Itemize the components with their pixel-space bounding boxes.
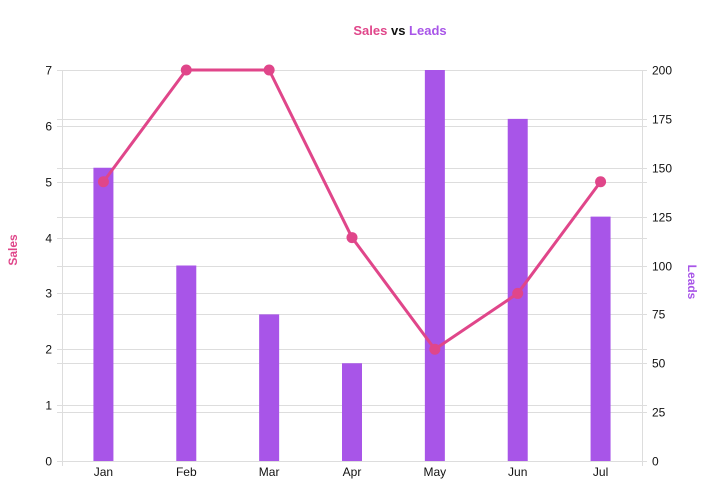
axes: 0 1 2 3 4 5 6 7 0 25 50 75 100 125 150 175 200 Jan Feb Mar A… [45, 64, 672, 480]
chart-title-vs: vs [387, 23, 409, 38]
y-right-tick-label: 175 [652, 113, 672, 127]
sales-point [429, 343, 441, 355]
y-right-tick-label: 25 [652, 406, 666, 420]
x-tick-label: Jun [508, 465, 527, 479]
chart-title: Sales vs Leads [353, 23, 446, 38]
y-right-tick-label: 75 [652, 308, 666, 322]
y-right-tick-label: 100 [652, 260, 672, 274]
leads-bar [590, 216, 611, 461]
grid [57, 70, 647, 466]
y-left-tick-label: 7 [45, 64, 52, 78]
y-left-tick-label: 4 [45, 232, 52, 246]
y-right-tick-label: 150 [652, 162, 672, 176]
sales-point [512, 287, 524, 299]
sales-point [180, 64, 192, 76]
chart-title-leads: Leads [409, 23, 447, 38]
y-right-axis-title: Leads [685, 265, 699, 300]
y-left-tick-label: 0 [45, 455, 52, 469]
x-tick-label: May [424, 465, 447, 479]
y-right-tick-label: 0 [652, 455, 659, 469]
leads-bar [424, 70, 445, 461]
leads-bar [93, 167, 114, 461]
y-left-tick-label: 6 [45, 120, 52, 134]
x-tick-label: Apr [343, 465, 362, 479]
x-tick-label: Jan [94, 465, 113, 479]
y-left-tick-label: 5 [45, 176, 52, 190]
y-left-tick-label: 1 [45, 399, 52, 413]
leads-bar [259, 314, 280, 461]
x-tick-label: Jul [593, 465, 608, 479]
y-left-axis-title: Sales [6, 234, 20, 266]
x-tick-label: Mar [259, 465, 280, 479]
x-tick-label: Feb [176, 465, 197, 479]
sales-line [97, 64, 607, 355]
leads-bar [176, 265, 197, 461]
y-left-tick-label: 2 [45, 343, 52, 357]
leads-bars [93, 70, 611, 461]
sales-point [263, 64, 275, 76]
y-left-tick-label: 3 [45, 287, 52, 301]
y-right-tick-label: 200 [652, 64, 672, 78]
y-right-tick-label: 125 [652, 211, 672, 225]
sales-point [595, 176, 607, 188]
sales-point [346, 232, 358, 244]
y-right-tick-label: 50 [652, 357, 666, 371]
chart-title-sales: Sales [353, 23, 387, 38]
leads-bar [342, 363, 362, 461]
sales-point [97, 176, 109, 188]
